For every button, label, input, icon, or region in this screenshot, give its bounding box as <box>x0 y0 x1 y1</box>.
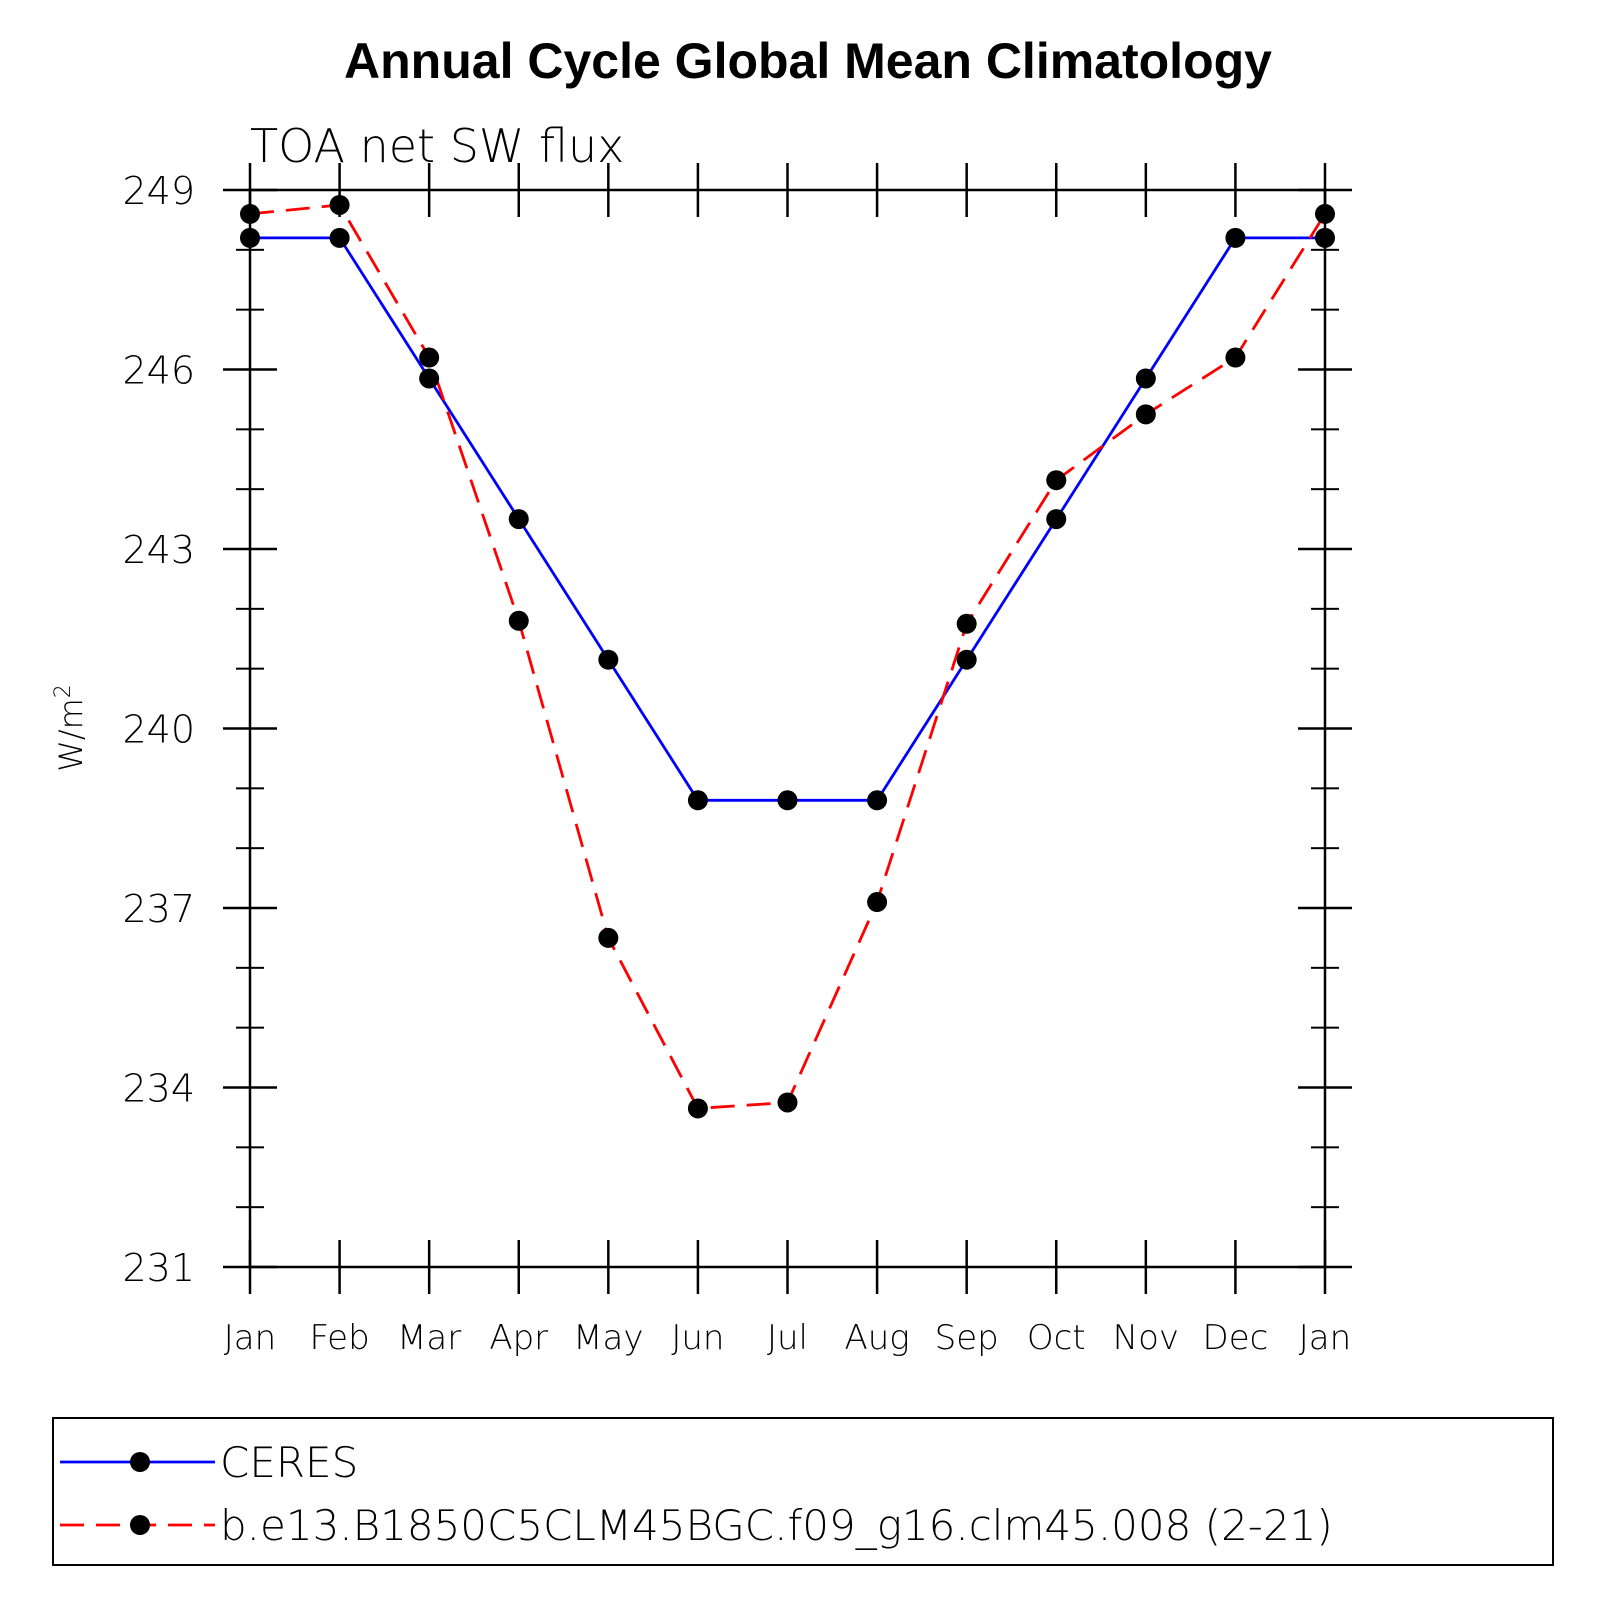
y-axis-label-exponent: 2 <box>51 684 76 698</box>
series-2-point <box>687 1098 708 1119</box>
series-1-point <box>1046 509 1067 530</box>
legend-marker-2 <box>130 1515 150 1535</box>
y-axis-label: W/m2 <box>51 684 90 772</box>
series-2-point <box>598 927 619 948</box>
series-2-point <box>1315 203 1335 224</box>
series-1-point <box>1315 227 1335 248</box>
series-2-point <box>329 194 350 215</box>
svg-text:W/m2: W/m2 <box>51 684 90 772</box>
series-2-point <box>1225 347 1246 368</box>
x-tick-label: Jan <box>1299 1318 1351 1358</box>
y-tick-label: 249 <box>122 169 195 213</box>
x-tick-label: Nov <box>1113 1318 1179 1358</box>
series-2-point <box>1135 404 1156 425</box>
series-1-point <box>777 790 798 811</box>
series-line-1 <box>250 236 1325 802</box>
series-2-point <box>777 1092 798 1113</box>
legend-box <box>52 1417 1554 1566</box>
chart-title: Annual Cycle Global Mean Climatology <box>344 33 1272 89</box>
x-tick-label: Oct <box>1027 1318 1086 1358</box>
series-1-point <box>687 790 708 811</box>
y-tick-label: 234 <box>122 1067 195 1111</box>
x-tick-label: Apr <box>489 1318 548 1358</box>
series-2-point <box>508 610 529 631</box>
y-tick-label: 231 <box>122 1246 195 1290</box>
x-tick-label: Aug <box>844 1318 909 1358</box>
y-tick-label: 246 <box>122 349 195 393</box>
series-1-point <box>1135 368 1156 389</box>
series-2-point <box>240 203 260 224</box>
series-1-point <box>419 368 440 389</box>
x-tick-label: May <box>573 1318 643 1358</box>
legend-label-1: CERES <box>220 1438 358 1487</box>
y-axis-label-unit: W/m <box>52 698 90 772</box>
x-tick-label: Dec <box>1203 1318 1269 1358</box>
series-1-point <box>329 227 350 248</box>
x-tick-label: Mar <box>397 1318 461 1358</box>
series-1-point <box>956 649 977 670</box>
series-line-2 <box>249 203 1327 1110</box>
y-tick-label: 243 <box>122 528 195 572</box>
series-1-point <box>508 509 529 530</box>
y-tick-label: 237 <box>122 887 195 931</box>
legend-label-2: b.e13.B1850C5CLM45BGC.f09_g16.clm45.008 … <box>220 1501 1333 1550</box>
chart-subtitle: TOA net SW flux <box>250 119 624 173</box>
series-2-point <box>867 892 888 913</box>
x-tick-label: Feb <box>309 1318 369 1358</box>
legend-marker-1 <box>130 1452 150 1472</box>
x-tick-label: Jun <box>671 1318 724 1358</box>
series-2-point <box>1046 470 1067 491</box>
y-tick-label: 240 <box>122 708 195 752</box>
x-tick-label: Jul <box>767 1318 808 1358</box>
series-1-point <box>598 649 619 670</box>
x-tick-label: Sep <box>935 1318 999 1358</box>
series-1-point <box>1225 227 1246 248</box>
x-tick-label: Jan <box>224 1318 276 1358</box>
series-2-point <box>419 347 440 368</box>
series-1-point <box>867 790 888 811</box>
series-1-point <box>240 227 260 248</box>
series-2-point <box>956 613 977 634</box>
